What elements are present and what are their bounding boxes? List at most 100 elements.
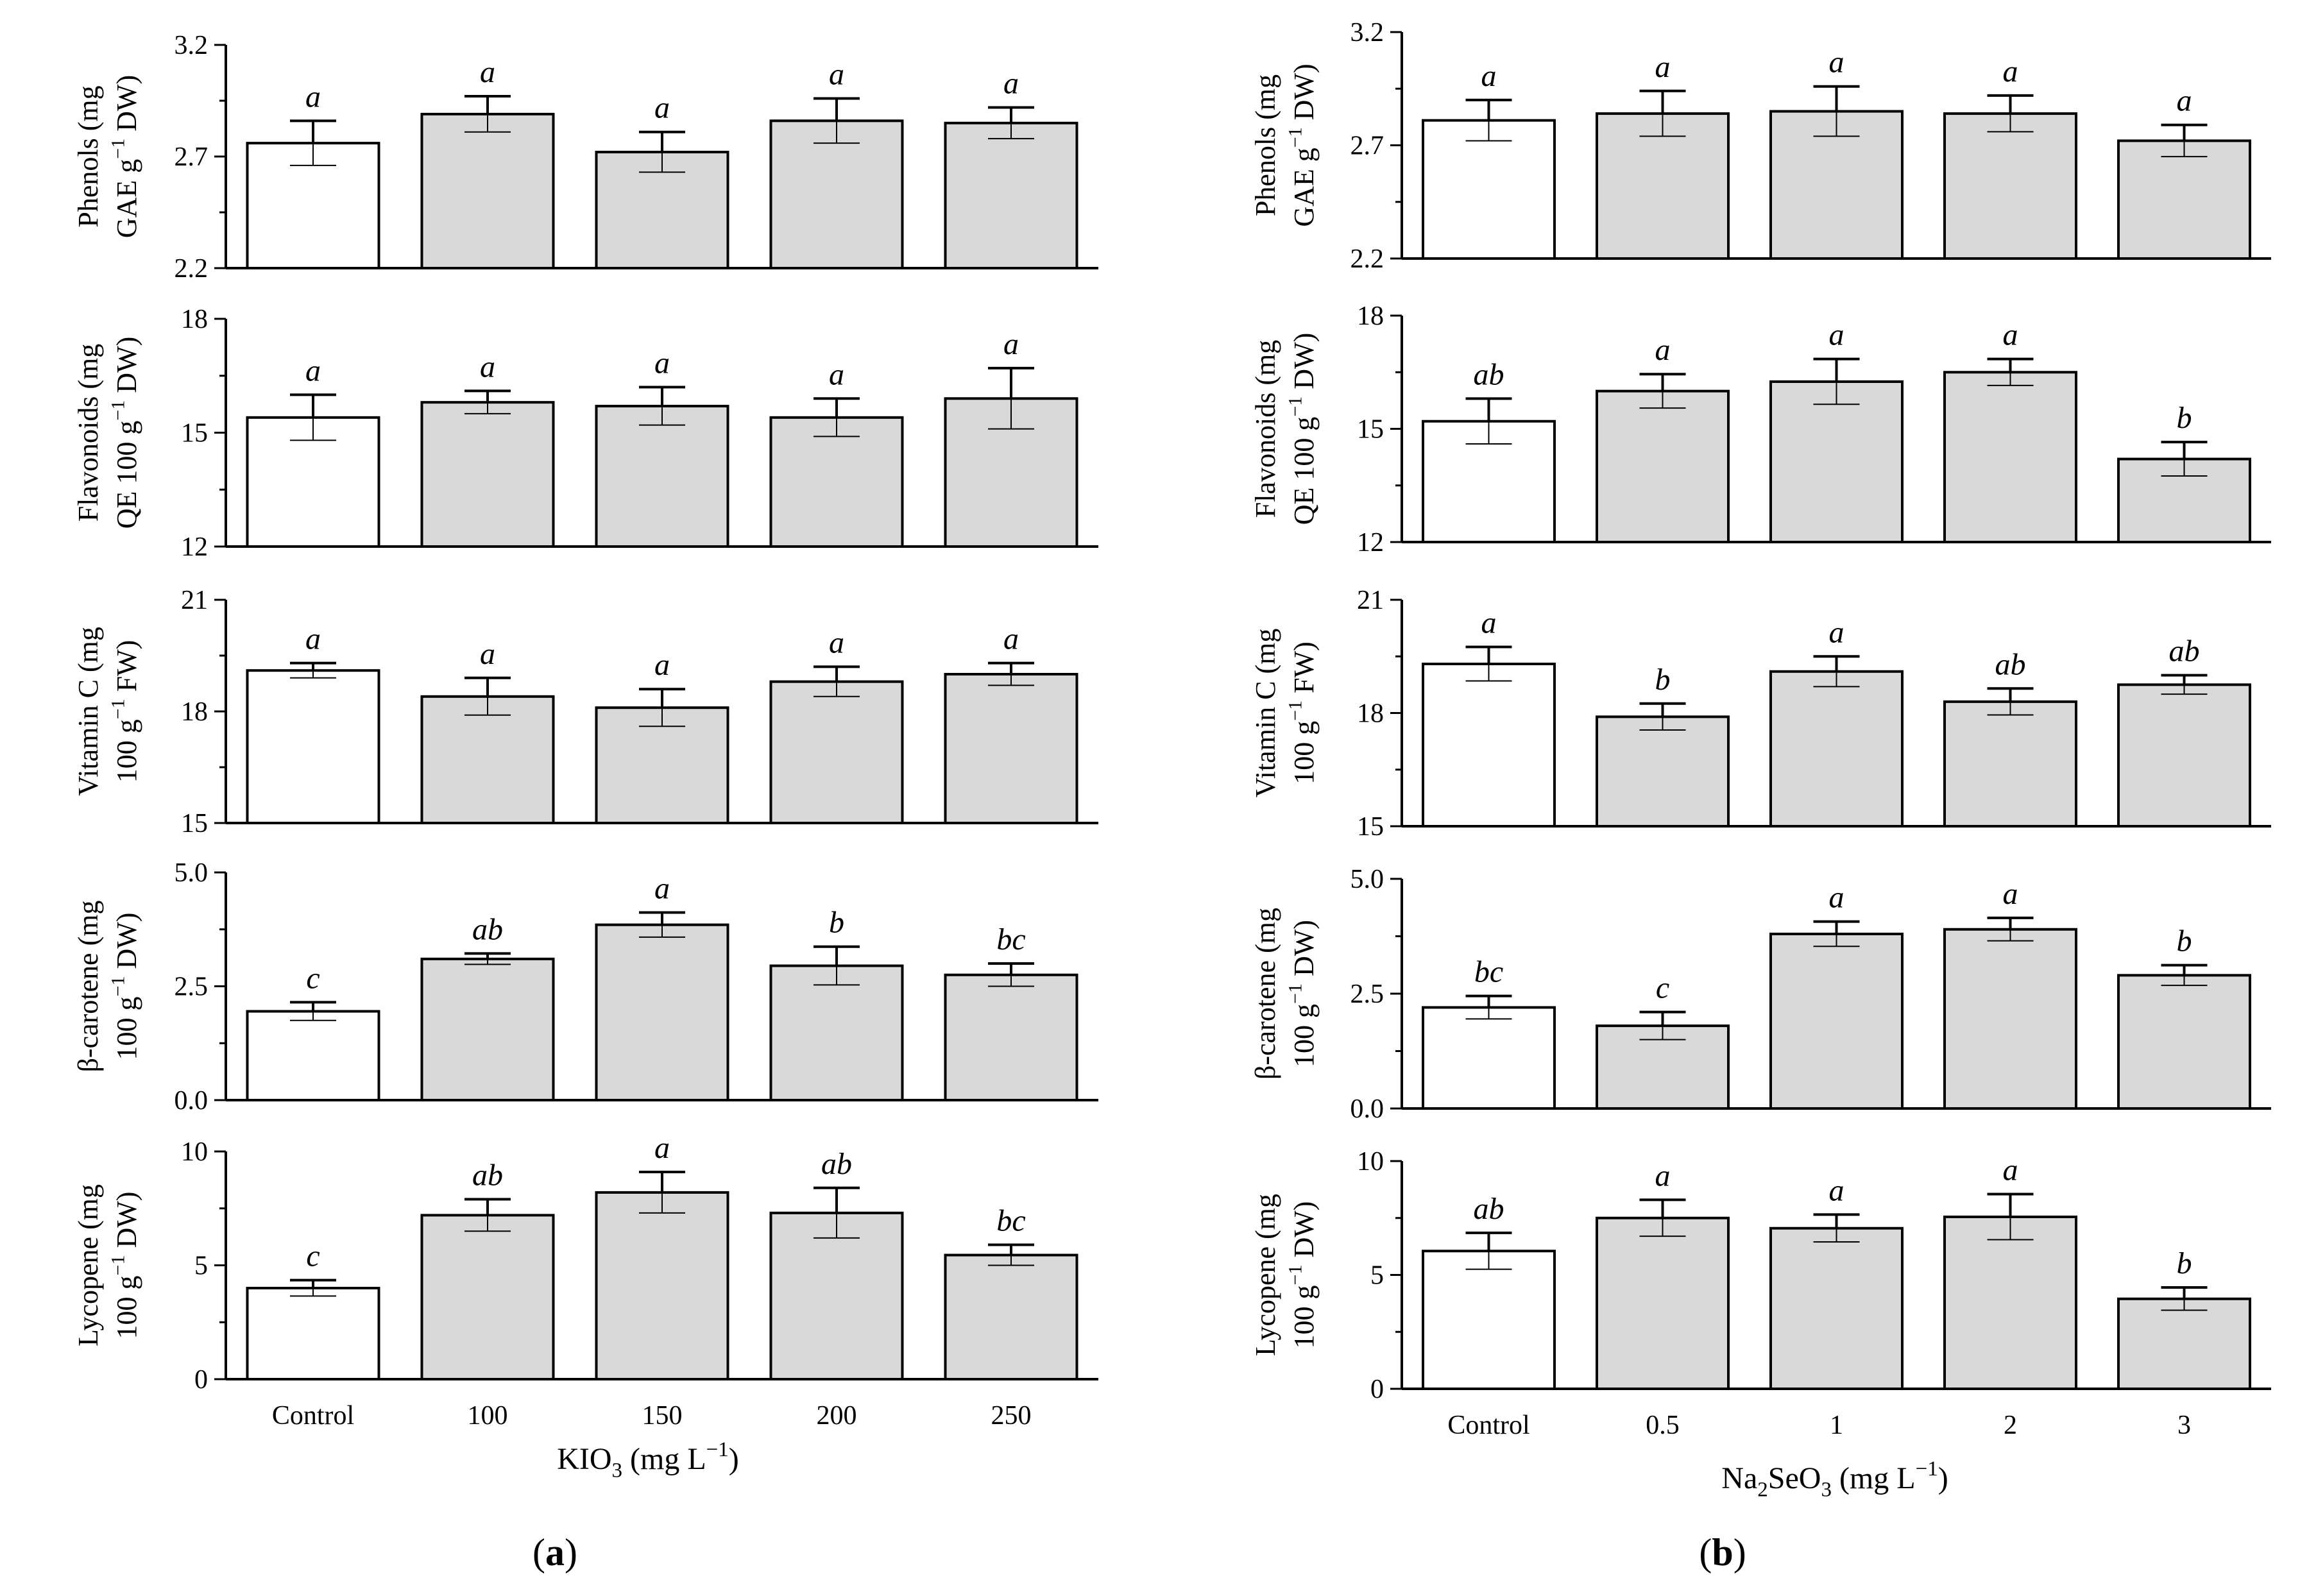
bar: [1769, 1227, 1904, 1390]
y-tick-label: 2.5: [1350, 980, 1384, 1009]
y-tick-label: 2.5: [175, 972, 209, 1002]
y-axis-label-line: 100 g−1 FW): [108, 640, 143, 783]
bar: [769, 680, 904, 824]
y-axis-label-line: 100 g−1 DW): [108, 913, 143, 1060]
significance-letter: b: [2177, 1246, 2192, 1280]
significance-letter: a: [305, 622, 321, 656]
panel-label-b: (b): [1699, 1531, 1746, 1574]
significance-letter: a: [1829, 318, 1844, 352]
significance-letter: a: [305, 80, 321, 114]
bar: [420, 1214, 555, 1381]
chart-b-3: 0.0 2.5 5.0 β-carotene (mg 100 g−1 DW) bc c a a b: [1250, 865, 2271, 1124]
y-axis-label: β-carotene (mg 100 g−1 DW): [72, 901, 142, 1073]
y-axis-label: Phenols (mg GAE g−1 DW): [1250, 64, 1320, 226]
significance-letter: a: [1655, 50, 1671, 84]
y-tick-label: 0.0: [1350, 1094, 1384, 1124]
significance-letter: b: [829, 906, 844, 940]
y-axis-label-line: 100 g−1 DW): [1285, 920, 1320, 1067]
bar: [2117, 683, 2251, 828]
significance-letter: b: [1655, 663, 1671, 697]
y-tick-label: 0.0: [175, 1086, 209, 1116]
y-tick-label: 0: [1370, 1375, 1384, 1404]
chart-a-4: 0 5 10 Lycopene (mg 100 g−1 DW) c Control ab 100…: [72, 1131, 1098, 1430]
bar: [769, 1211, 904, 1380]
y-axis-label-line: 100 g−1 DW): [108, 1192, 143, 1339]
y-tick-label: 2.7: [1350, 132, 1384, 161]
bar: [420, 401, 555, 548]
significance-letter: a: [654, 648, 670, 682]
significance-letter: a: [654, 1131, 670, 1165]
bar: [1943, 1215, 2077, 1390]
significance-letter: a: [2003, 1153, 2018, 1187]
bar: [944, 973, 1078, 1101]
significance-letter: ab: [472, 912, 503, 946]
y-axis-label: Vitamin C (mg 100 g−1 FW): [72, 627, 142, 796]
bar: [1422, 1250, 1556, 1390]
y-tick-label: 15: [1357, 415, 1384, 445]
significance-letter: a: [654, 91, 670, 125]
significance-letter: c: [306, 1239, 319, 1273]
significance-letter: a: [1829, 881, 1844, 915]
y-axis-label-line: 100 g−1 FW): [1285, 641, 1320, 785]
significance-letter: a: [480, 350, 495, 384]
significance-letter: bc: [1474, 955, 1503, 989]
x-tick-label: 100: [468, 1401, 508, 1430]
significance-letter: a: [1829, 615, 1844, 649]
y-axis-label: Flavonoids (mg QE 100 g−1 DW): [1250, 333, 1320, 525]
y-axis-label-line: β-carotene (mg: [1250, 908, 1281, 1080]
bar: [1769, 932, 1904, 1110]
x-tick-label: 0.5: [1646, 1411, 1680, 1440]
y-tick-label: 18: [181, 305, 208, 334]
y-tick-label: 5: [1370, 1261, 1384, 1291]
significance-letter: ab: [472, 1159, 503, 1193]
bar: [2117, 974, 2251, 1110]
chart-a-1: 12 15 18 Flavonoids (mg QE 100 g−1 DW) a a a a a: [72, 305, 1098, 562]
y-tick-label: 5: [194, 1252, 208, 1281]
y-axis-label-line: Flavonoids (mg: [72, 344, 104, 522]
y-axis-label-line: Vitamin C (mg: [1250, 629, 1281, 798]
bar: [1422, 663, 1556, 828]
significance-letter: ab: [1474, 1192, 1504, 1226]
y-tick-label: 15: [1357, 812, 1384, 842]
significance-letter: a: [1655, 333, 1671, 367]
bar: [944, 673, 1078, 824]
significance-letter: a: [1003, 66, 1019, 100]
significance-letter: bc: [996, 1204, 1025, 1238]
y-tick-label: 10: [1357, 1147, 1384, 1176]
significance-letter: a: [480, 55, 495, 89]
y-tick-label: 3.2: [175, 31, 209, 60]
significance-letter: a: [1829, 46, 1844, 80]
y-tick-label: 5.0: [175, 858, 209, 888]
y-tick-label: 3.2: [1350, 18, 1384, 47]
bar: [1943, 112, 2077, 260]
bar: [420, 112, 555, 269]
significance-letter: b: [2177, 924, 2192, 958]
y-axis-label: Flavonoids (mg QE 100 g−1 DW): [72, 337, 142, 529]
y-axis-label: Lycopene (mg 100 g−1 DW): [1250, 1194, 1320, 1356]
bar: [769, 416, 904, 548]
y-axis-label-line: β-carotene (mg: [72, 901, 104, 1073]
significance-letter: c: [306, 961, 319, 995]
y-axis-label-line: GAE g−1 DW): [108, 75, 143, 238]
y-tick-label: 21: [181, 586, 208, 615]
y-tick-label: 18: [1357, 699, 1384, 729]
significance-letter: a: [654, 346, 670, 380]
significance-letter: a: [1481, 606, 1497, 640]
y-axis-label-line: Phenols (mg: [1250, 74, 1281, 216]
bar: [246, 1010, 380, 1102]
y-tick-label: 10: [181, 1137, 208, 1167]
significance-letter: a: [2177, 84, 2192, 118]
chart-a-2: 15 18 21 Vitamin C (mg 100 g−1 FW) a a a a a: [72, 586, 1098, 838]
bar: [1422, 1006, 1556, 1110]
y-axis-label-line: Phenols (mg: [72, 85, 104, 227]
bar: [769, 964, 904, 1102]
significance-letter: bc: [996, 922, 1025, 956]
significance-letter: ab: [821, 1147, 852, 1181]
bar: [595, 405, 729, 548]
y-axis-label-line: Vitamin C (mg: [72, 627, 104, 796]
significance-letter: b: [2177, 401, 2192, 435]
